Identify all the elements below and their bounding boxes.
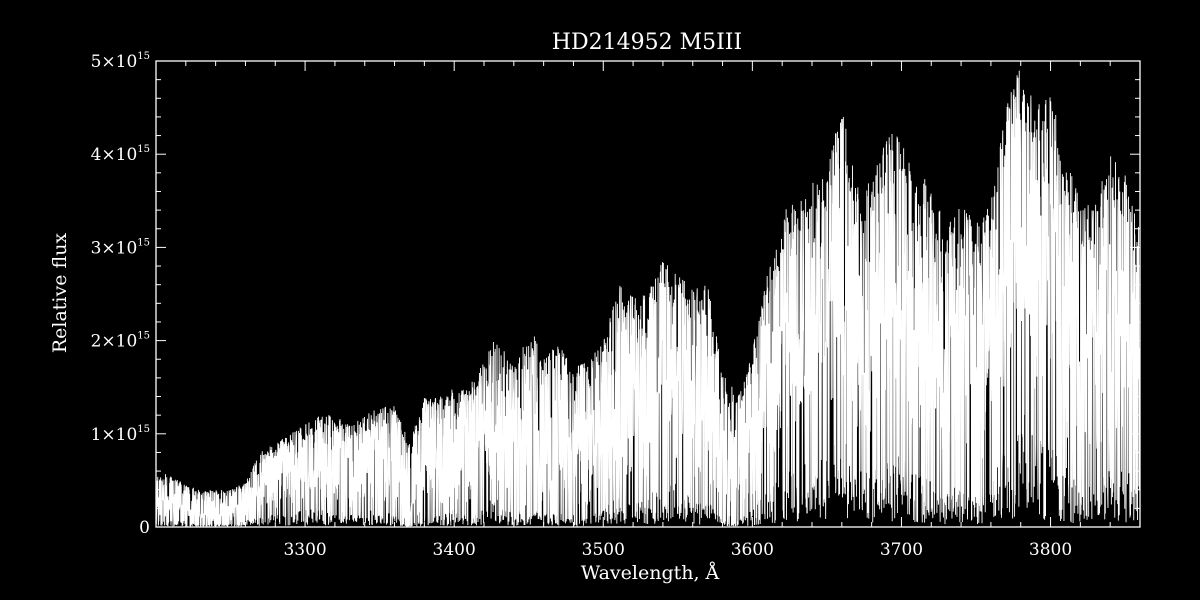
x-axis-label: Wavelength, Å [581, 562, 720, 584]
y-tick-label: 1×1015 [91, 424, 150, 445]
spectrum-line [155, 70, 1141, 528]
axis-ticks [155, 60, 1141, 528]
y-tick-label: 2×1015 [91, 331, 150, 352]
y-axis-label: Relative flux [49, 233, 71, 354]
plot-frame [155, 60, 1141, 528]
y-tick-label: 4×1015 [91, 144, 150, 165]
y-tick-label: 5×1015 [91, 51, 150, 72]
x-tick-label: 3400 [433, 540, 476, 560]
tick-labels: 3300 3400 3500 3600 3700 3800 0 1×1015 2×1015 3×1… [91, 51, 1073, 560]
x-tick-label: 3600 [731, 540, 774, 560]
spectrum-series [155, 70, 1141, 528]
x-tick-label: 3800 [1029, 540, 1072, 560]
y-tick-label: 3×1015 [91, 237, 150, 258]
y-tick-label: 0 [139, 518, 150, 538]
chart-title: HD214952 M5III [552, 30, 742, 55]
x-tick-label: 3300 [283, 540, 326, 560]
x-tick-label: 3500 [582, 540, 625, 560]
x-tick-label: 3700 [880, 540, 923, 560]
